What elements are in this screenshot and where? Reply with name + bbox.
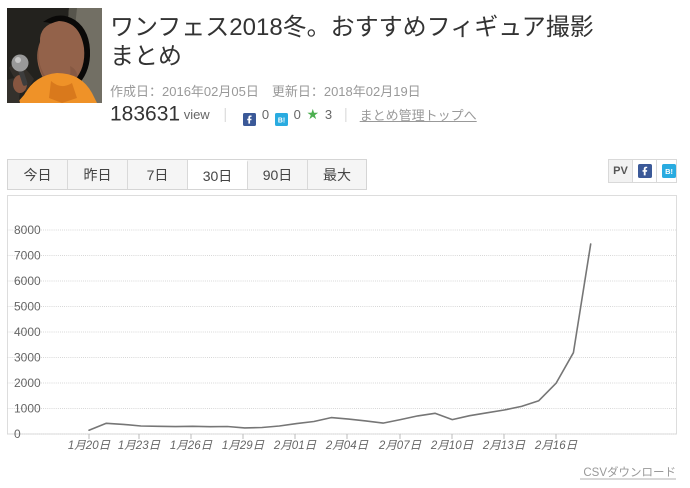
svg-text:2月07日: 2月07日 xyxy=(378,439,422,452)
svg-text:2月16日: 2月16日 xyxy=(534,439,578,452)
svg-text:8000: 8000 xyxy=(14,223,41,237)
svg-text:4000: 4000 xyxy=(14,325,41,339)
svg-text:2月04日: 2月04日 xyxy=(325,439,369,452)
svg-text:2000: 2000 xyxy=(14,376,41,390)
svg-text:0: 0 xyxy=(14,427,21,441)
svg-text:B!: B! xyxy=(665,167,673,176)
svg-text:2月01日: 2月01日 xyxy=(273,439,317,452)
svg-text:B!: B! xyxy=(278,117,285,124)
svg-text:1月23日: 1月23日 xyxy=(118,439,161,452)
svg-text:1000: 1000 xyxy=(14,402,41,416)
svg-text:2月13日: 2月13日 xyxy=(482,439,526,452)
svg-text:5000: 5000 xyxy=(14,300,41,314)
svg-text:2月10日: 2月10日 xyxy=(430,439,474,452)
svg-text:CSVダウンロード: CSVダウンロード xyxy=(583,465,676,479)
svg-text:3000: 3000 xyxy=(14,351,41,365)
svg-text:1月29日: 1月29日 xyxy=(222,439,265,452)
svg-text:7000: 7000 xyxy=(14,249,41,263)
svg-text:6000: 6000 xyxy=(14,274,41,288)
svg-text:1月26日: 1月26日 xyxy=(170,439,213,452)
svg-text:1月20日: 1月20日 xyxy=(68,439,111,452)
